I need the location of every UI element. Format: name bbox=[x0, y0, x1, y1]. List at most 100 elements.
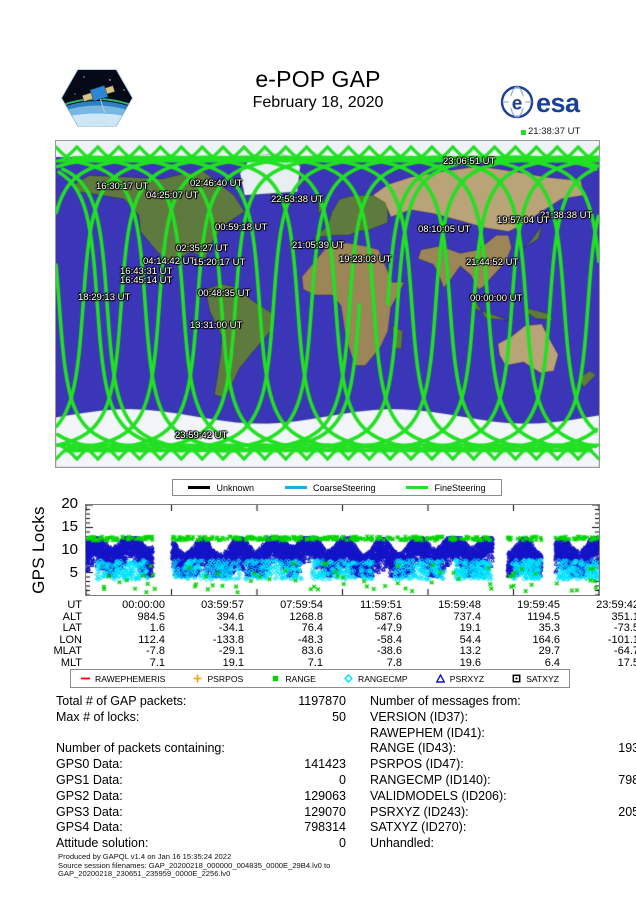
map-timestamp-label: 15:20:17 UT bbox=[193, 257, 246, 268]
stat-label: VERSION (ID37): bbox=[370, 709, 468, 724]
msg-legend-item-rangecmp: RANGECMP bbox=[343, 673, 408, 684]
stat-value: 129070 bbox=[304, 804, 346, 819]
stat-row: RANGECMP (ID140): 798293 bbox=[370, 773, 636, 789]
map-timestamp-label: 18:29:13 UT bbox=[78, 292, 131, 303]
map-legend-item-coarsesteering: CoarseSteering bbox=[284, 482, 376, 493]
page-title: e-POP GAP bbox=[255, 66, 381, 92]
ephemeris-cell: 19.1 bbox=[222, 656, 244, 669]
header-stamp-marker bbox=[521, 130, 526, 135]
map-timestamp-label: 22:53:38 UT bbox=[271, 194, 324, 205]
page-subtitle: February 18, 2020 bbox=[252, 94, 384, 111]
map-legend-label: CoarseSteering bbox=[312, 482, 376, 493]
msg-legend-item-psrxyz: PSRXYZ bbox=[435, 673, 485, 684]
stat-row: GPS3 Data: 129070 bbox=[56, 805, 346, 821]
ephemeris-cell: 6.4 bbox=[544, 656, 560, 669]
ephemeris-cell: 7.8 bbox=[386, 656, 402, 669]
packet-statistics: Total # of GAP packets: 1197870 Max # of… bbox=[56, 694, 346, 852]
title-block: e-POP GAP February 18, 2020 bbox=[0, 66, 636, 113]
ephemeris-cell: 112.4 bbox=[138, 633, 165, 646]
y-tick-label: 20 bbox=[61, 495, 78, 512]
ephemeris-cell: -73.5 bbox=[613, 622, 636, 635]
msg-legend-label: PSRXYZ bbox=[449, 673, 485, 684]
ephemeris-row-label: MLT bbox=[60, 656, 82, 669]
ground-track-map[interactable]: 16:30:17 UT 04:25:07 UT 02:46:40 UT 22:53:3… bbox=[55, 140, 600, 468]
stat-row: PSRXYZ (ID243): 205902 bbox=[370, 805, 636, 821]
y-tick-label: 15 bbox=[61, 518, 78, 535]
map-timestamp-label: 16:43:31 UT bbox=[120, 266, 173, 277]
footer-produced-by: Produced by GAPQL v1.4 on Jan 16 15:35:2… bbox=[58, 852, 232, 861]
ephemeris-cell: -7.8 bbox=[146, 645, 165, 658]
gps-locks-plot[interactable] bbox=[85, 504, 600, 596]
page-header: CASSIOPE e-POP GAP February 18, 2020 e e… bbox=[0, 0, 636, 137]
ephemeris-cell: 83.6 bbox=[301, 645, 323, 658]
map-legend: Unknown CoarseSteering FineSteering bbox=[172, 479, 502, 496]
message-statistics: Number of messages from: VERSION (ID37):… bbox=[370, 694, 636, 852]
stat-label: GPS4 Data: bbox=[56, 820, 123, 835]
stat-label: GPS2 Data: bbox=[56, 788, 123, 803]
ephemeris-row-mlat: MLAT -7.8 -29.1 83.6 -38.6 13.2 29.7 -64.7 bbox=[40, 646, 636, 658]
stat-row: SATXYZ (ID270):0 bbox=[370, 820, 636, 836]
map-timestamp-label: 13:31:00 UT bbox=[190, 320, 243, 331]
map-legend-swatch-icon bbox=[284, 486, 307, 489]
stat-row: VALIDMODELS (ID206):0 bbox=[370, 789, 636, 805]
map-timestamp-label: 02:46:40 UT bbox=[190, 178, 243, 189]
map-timestamp-label: 08:10:05 UT bbox=[418, 224, 471, 235]
y-tick-label: 10 bbox=[61, 541, 78, 558]
stat-value: 798314 bbox=[304, 820, 346, 835]
msg-legend-item-psrpos: PSRPOS bbox=[193, 674, 243, 684]
stat-value: 193552 bbox=[618, 741, 636, 756]
ephemeris-cell: -101.1 bbox=[607, 633, 636, 646]
stat-label: GPS3 Data: bbox=[56, 804, 123, 819]
map-legend-item-unknown: Unknown bbox=[188, 483, 254, 493]
message-type-legend: RAWEPHEMERIS PSRPOS RANGE RANGECMP PSRXYZ SAT… bbox=[70, 669, 570, 688]
legend-marker-square-open-icon bbox=[512, 674, 521, 683]
ephemeris-cell: 07:59:54 bbox=[280, 599, 323, 611]
map-timestamp-label: 21:05:39 UT bbox=[292, 240, 345, 251]
ephemeris-cell: 19:59:45 bbox=[517, 599, 560, 611]
packet-type-list: GPS0 Data: 141423 GPS1 Data: 0 GPS2 Data: 129… bbox=[56, 757, 346, 852]
ephemeris-cell: 35.3 bbox=[538, 622, 560, 635]
stat-value: 0 bbox=[339, 836, 346, 851]
stat-row: Attitude solution: 0 bbox=[56, 836, 346, 852]
stat-label: RANGECMP (ID140): bbox=[370, 772, 491, 787]
ephemeris-cell: 54.4 bbox=[459, 633, 481, 646]
ephemeris-cell: 984.5 bbox=[137, 610, 165, 623]
map-timestamp-label: 19:57:04 UT bbox=[497, 215, 550, 226]
ephemeris-cell: 394.6 bbox=[216, 610, 244, 623]
cassiope-mission-patch-icon: CASSIOPE bbox=[61, 69, 133, 127]
msg-legend-item-satxyz: SATXYZ bbox=[512, 674, 559, 684]
msg-legend-label: RANGECMP bbox=[357, 673, 408, 684]
map-timestamp-label: 00:00:00 UT bbox=[470, 293, 523, 304]
messages-from-header: Number of messages from: bbox=[370, 694, 521, 708]
max-locks-value: 50 bbox=[332, 709, 346, 724]
stat-row: GPS4 Data: 798314 bbox=[56, 820, 346, 836]
msg-legend-item-rawephemeris: RAWEPHEMERIS bbox=[81, 674, 165, 684]
map-legend-label: FineSteering bbox=[434, 482, 486, 493]
stat-row: VERSION (ID37):0 bbox=[370, 710, 636, 726]
total-packets-label: Total # of GAP packets: bbox=[56, 694, 187, 708]
ephemeris-row-lat: LAT 1.6 -34.1 76.4 -47.9 19.1 35.3 -73.5 bbox=[40, 623, 636, 635]
ephemeris-cell: 1194.5 bbox=[527, 610, 560, 623]
map-timestamp-label: 23:06:51 UT bbox=[443, 156, 496, 167]
map-timestamp-label: 16:30:17 UT bbox=[96, 181, 149, 192]
msg-legend-item-range: RANGE bbox=[271, 674, 316, 684]
message-type-list: VERSION (ID37):0RAWEPHEM (ID41):0RANGE (… bbox=[370, 710, 636, 852]
ephemeris-cell: 29.7 bbox=[538, 645, 560, 658]
ephemeris-cell: -64.7 bbox=[613, 645, 636, 658]
ephemeris-cell: 23:59:42 bbox=[596, 599, 636, 611]
ephemeris-row-lon: LON 112.4 -133.8 -48.3 -58.4 54.4 164.6 -101.1 bbox=[40, 633, 636, 647]
ephemeris-cell: -38.6 bbox=[376, 645, 402, 658]
stat-label: GPS1 Data: bbox=[56, 772, 123, 787]
map-timestamp-label: 21:38:38 UT bbox=[540, 210, 593, 221]
map-timestamp-label: 19:23:03 UT bbox=[339, 254, 392, 265]
stat-row: GPS2 Data: 129063 bbox=[56, 789, 346, 805]
stat-value: 0 bbox=[339, 772, 346, 787]
footer-source-line2: GAP_20200218_230651_235959_0000E_2256.lv… bbox=[58, 869, 231, 879]
stat-label: GPS0 Data: bbox=[56, 757, 123, 772]
ephemeris-cell: -133.8 bbox=[212, 633, 244, 646]
map-timestamp-label: 00:48:35 UT bbox=[198, 288, 251, 299]
map-timestamp-label: 04:25:07 UT bbox=[146, 190, 199, 201]
svg-text:e: e bbox=[512, 94, 523, 115]
ephemeris-cell: 7.1 bbox=[307, 656, 323, 669]
stat-value: 141423 bbox=[304, 757, 346, 772]
